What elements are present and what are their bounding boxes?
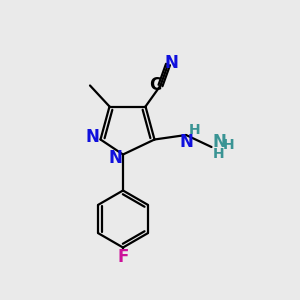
Text: F: F [117, 248, 129, 266]
Text: C: C [149, 76, 161, 94]
Text: N: N [109, 149, 122, 167]
Text: N: N [179, 133, 193, 151]
Text: H: H [223, 138, 235, 152]
Text: N: N [85, 128, 99, 146]
Text: N: N [212, 133, 226, 151]
Text: H: H [189, 123, 200, 136]
Text: H: H [213, 147, 225, 160]
Text: N: N [165, 54, 178, 72]
